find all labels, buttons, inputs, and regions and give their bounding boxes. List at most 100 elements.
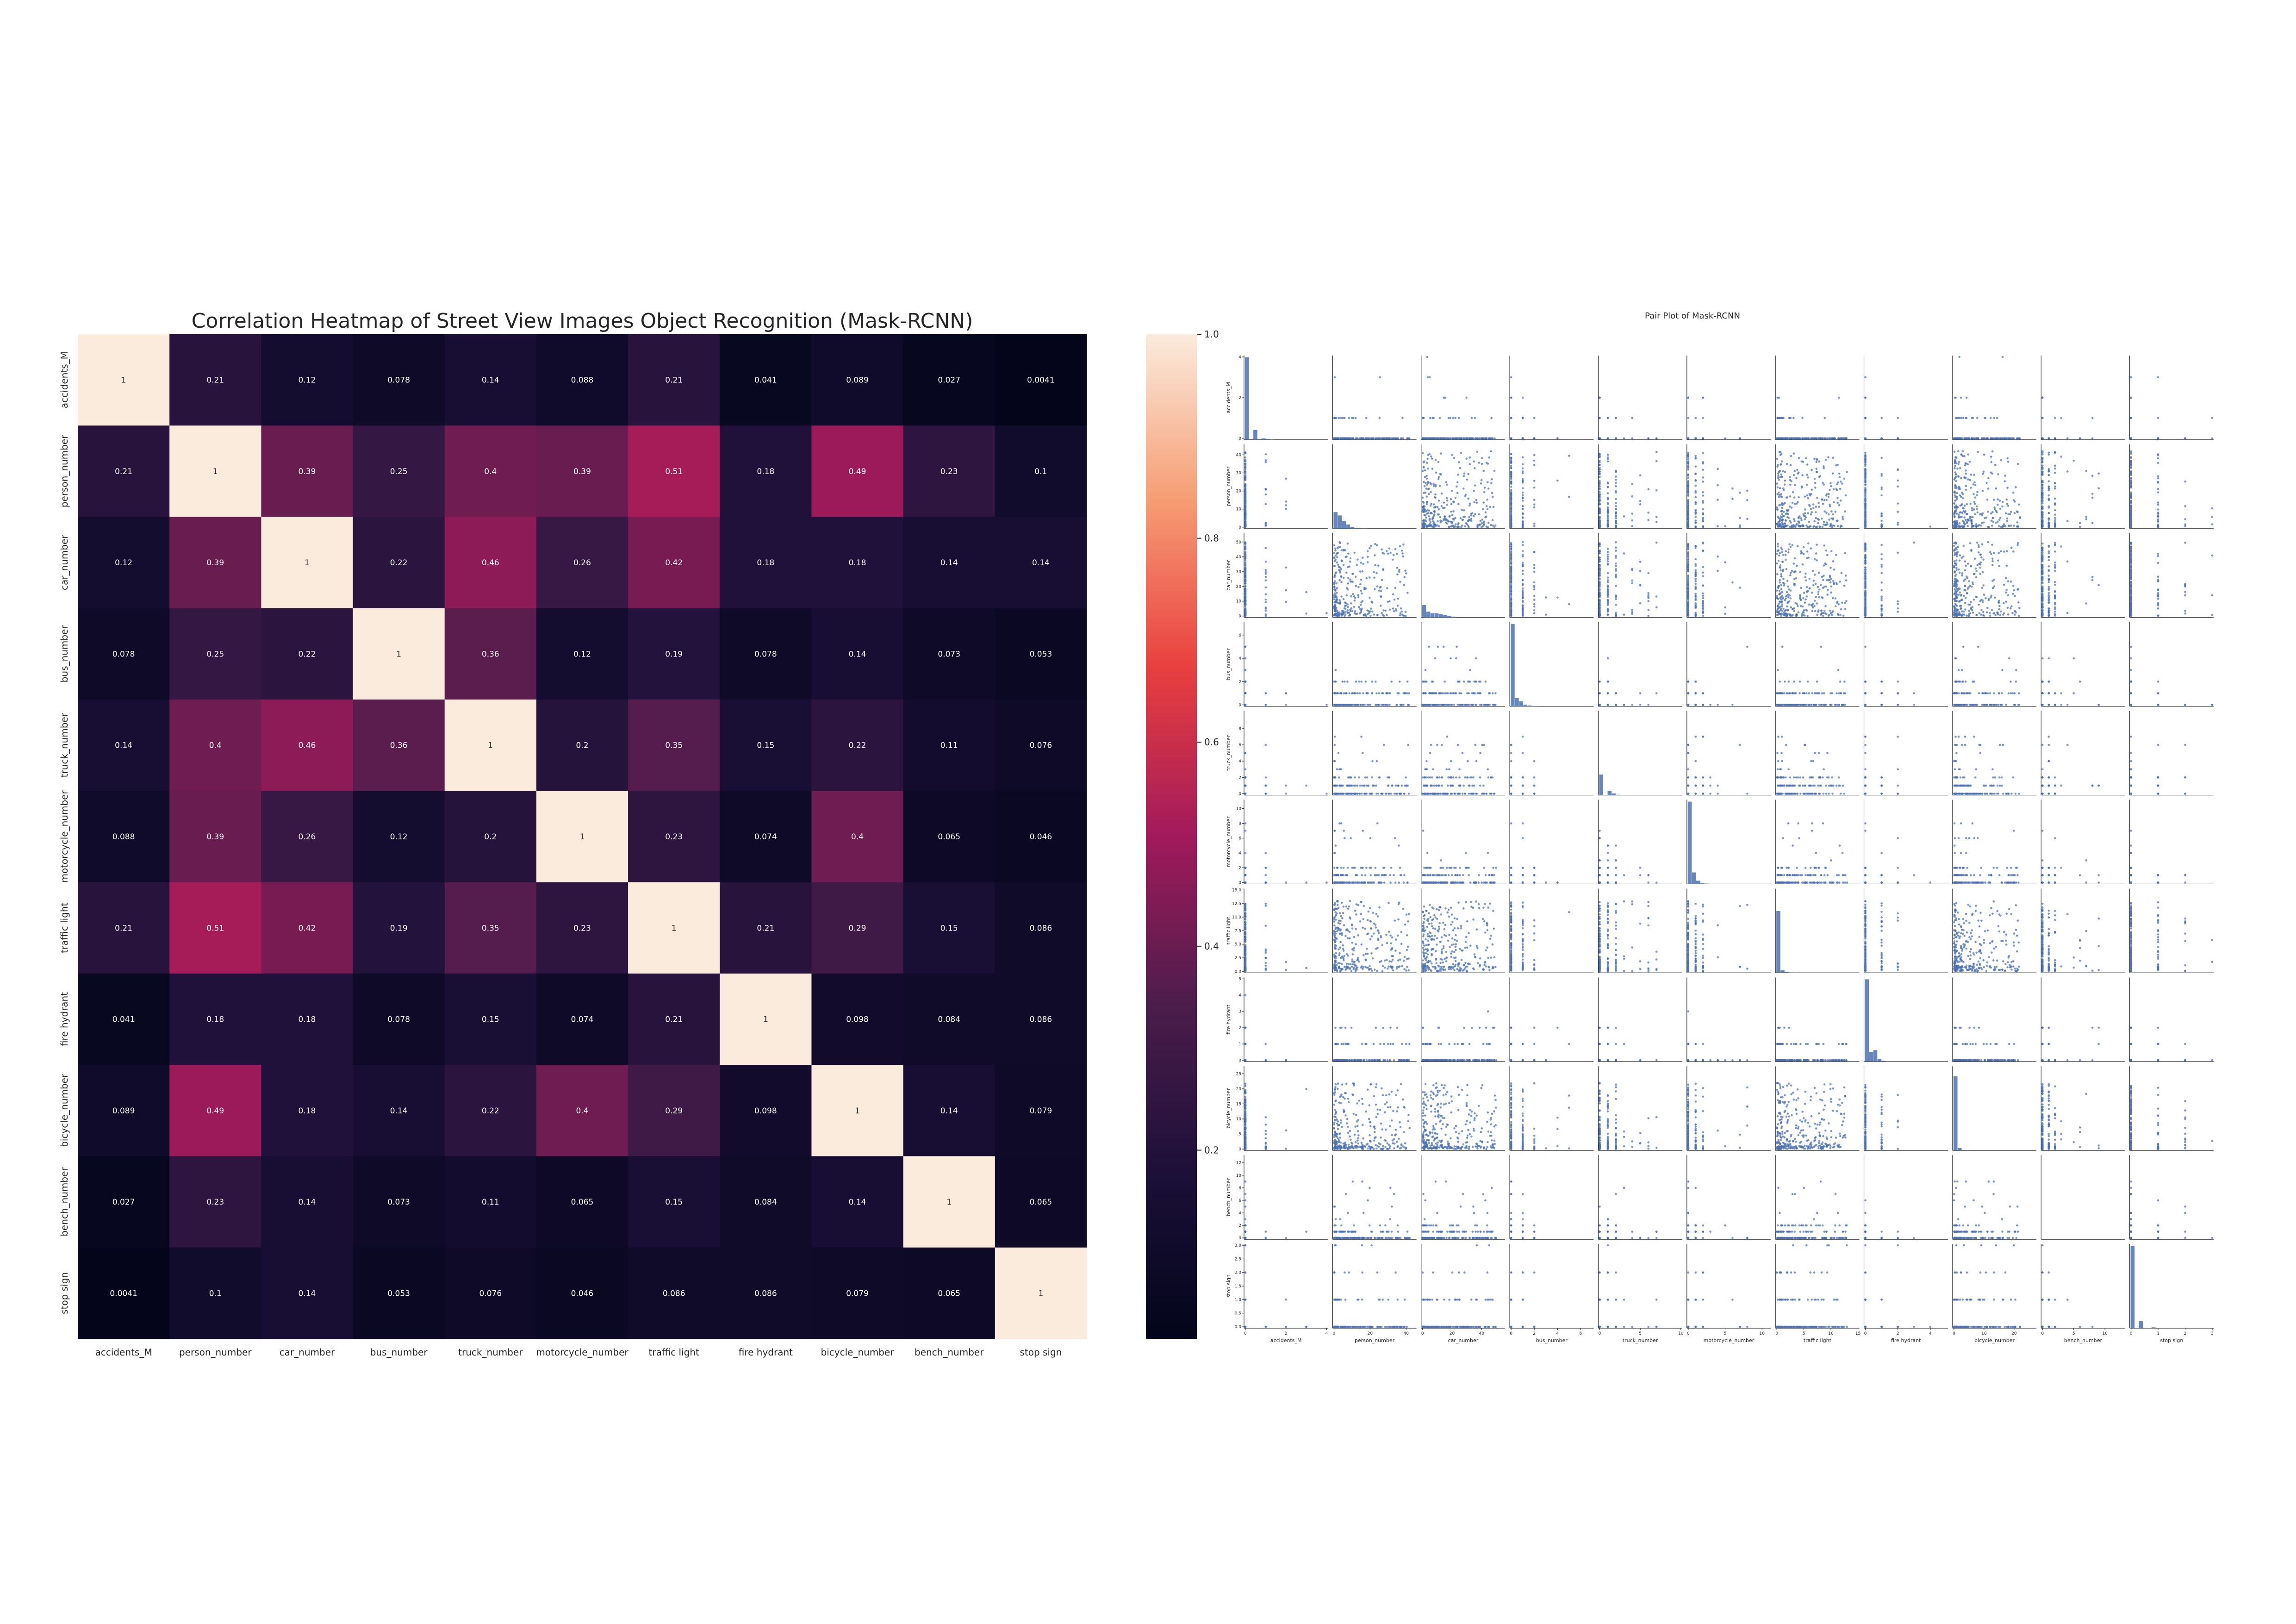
pair-plot-point [1780,510,1783,512]
pair-plot-point [2003,525,2005,527]
pair-plot-point [1999,517,2002,519]
pair-plot-point [1687,492,1690,494]
pair-plot-point [2157,454,2159,456]
pair-plot-point [1965,417,1968,419]
pair-plot-point [1333,556,1336,559]
pair-plot-point [1533,551,1536,554]
pair-plot-point [1380,590,1382,593]
heatmap-cell [261,517,354,609]
pair-plot-point [1615,481,1617,484]
pair-plot-point [2053,417,2056,419]
pair-plot-point [1954,496,1957,499]
pair-plot-point [1655,606,1658,609]
pair-plot-point [1782,487,1785,490]
pair-plot-point [1464,493,1467,496]
pair-plot-point [2053,521,2056,523]
pair-plot-point [1840,437,1842,440]
pair-plot-point [1702,597,1705,600]
pair-plot-point [1510,437,1512,440]
pair-plot-point [1792,518,1795,520]
pair-plot-point [1423,460,1425,463]
colorbar-tick-label: 1.0 [1204,329,1219,340]
pair-plot-title: Pair Plot of Mask-RCNN [1645,311,1740,321]
pair-plot-point [1556,437,1559,440]
heatmap-cell [169,425,261,518]
heatmap-cell-value: 0.39 [206,832,224,842]
heatmap-cell [903,973,996,1065]
pair-plot-point [1244,568,1247,570]
pair-plot-point [1339,542,1342,544]
pair-plot-point [1962,493,1964,495]
pair-plot-point [1954,494,1956,497]
pair-plot-point [1953,502,1955,505]
pair-plot-point [1438,417,1441,419]
pair-plot-point [1521,513,1524,516]
pair-plot-point [1815,471,1818,473]
pair-plot-point [1988,526,1991,528]
pair-plot-point [1468,456,1471,459]
pair-plot-point [1510,576,1512,579]
pair-plot-point [1599,600,1601,602]
pair-plot-point [1639,602,1642,605]
pair-plot-point [2012,499,2015,501]
pair-plot-point [2047,497,2050,500]
pair-plot-point [1376,614,1379,617]
heatmap-cell-value: 0.14 [299,1289,316,1298]
heatmap-cell [995,700,1087,791]
heatmap-cell [811,334,904,426]
pair-plot-point [1333,585,1336,588]
pair-plot-point [1533,503,1536,506]
pair-plot-point [1437,478,1440,480]
heatmap-cell [169,882,261,974]
heatmap-cell [811,425,904,518]
pair-plot-point [1631,525,1633,527]
pair-plot-point [1832,456,1834,459]
pair-plot-point [2157,475,2159,478]
pair-plot-point [1521,595,1524,598]
pair-plot-point [1599,396,1601,399]
pair-plot-point [1987,487,1990,490]
pair-plot-point [1776,506,1778,509]
pair-plot-point [1789,464,1792,466]
pair-plot-point [1430,455,1432,458]
pair-plot-point [1777,516,1780,518]
pair-plot-point [1533,609,1536,612]
pair-plot-point [1521,516,1524,519]
pair-plot-point [1963,516,1966,519]
pair-plot-point [1481,437,1484,440]
pair-plot-point [1384,609,1387,612]
heatmap-cell [261,608,354,700]
pair-plot-point [1521,569,1524,572]
pair-plot-point [1459,437,1462,440]
pair-plot-point [2010,511,2012,513]
pair-plot-point [1606,492,1609,494]
heatmap-y-tick-label: traffic light [59,902,70,953]
heatmap-cell-value: 1 [580,832,585,842]
pair-plot-point [1426,356,1429,358]
pair-plot-point [1804,516,1807,519]
pair-plot-point [1615,505,1617,507]
heatmap-x-tick-label: fire hydrant [739,1347,793,1358]
pair-plot-point [2041,523,2044,525]
pair-plot-point [1510,503,1512,505]
pair-plot-point [1446,483,1448,486]
heatmap-cell-value: 0.4 [576,1106,588,1116]
pair-plot-point [1687,598,1690,600]
pair-plot-point [1335,606,1338,609]
pair-plot-point [1687,517,1690,520]
heatmap-cell [169,334,261,426]
heatmap-cell [903,1247,996,1339]
heatmap-cell-value: 0.076 [479,1289,502,1298]
pair-plot-point [1615,437,1617,440]
pair-plot-y-tick-label: 2 [1238,396,1241,400]
pair-plot-point [1836,519,1839,522]
pair-plot-point [1421,470,1424,472]
pair-plot-point [1778,493,1780,496]
pair-plot-point [1599,569,1601,572]
pair-plot-point [1599,491,1601,493]
pair-plot-point [1359,604,1362,606]
pair-plot-point [2041,511,2044,513]
pair-plot-point [1844,510,1846,513]
pair-plot-point [1687,546,1690,549]
heatmap-cell [720,1065,812,1157]
